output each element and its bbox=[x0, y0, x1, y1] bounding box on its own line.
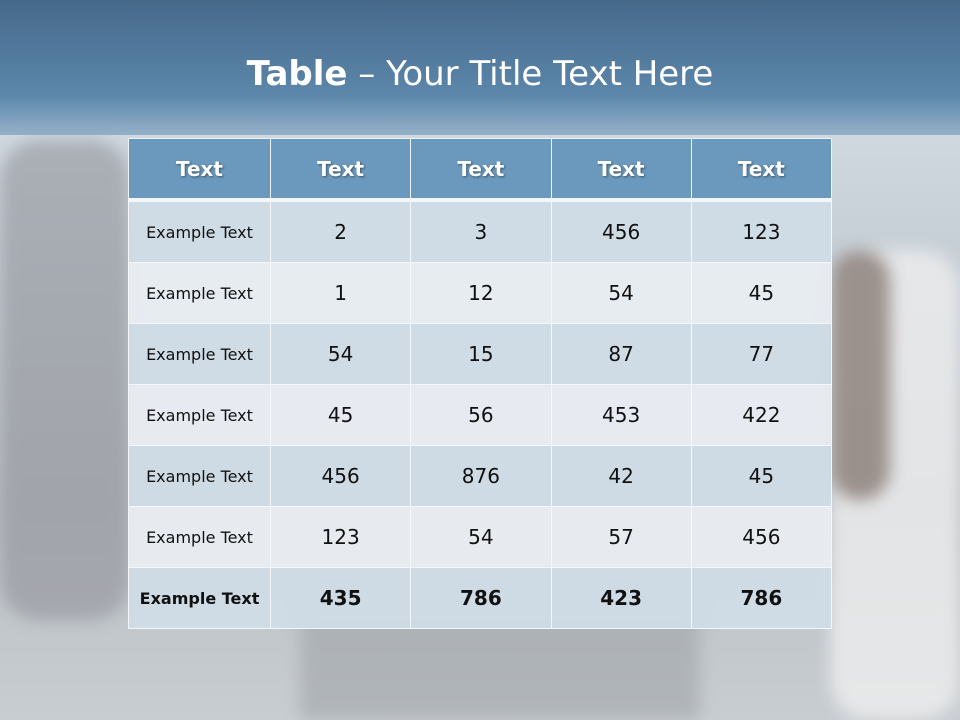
column-header: Text bbox=[690, 138, 833, 202]
row-label: Example Text bbox=[128, 199, 271, 263]
table-row: Example Text 54 15 87 77 bbox=[128, 323, 833, 385]
row-label: Example Text bbox=[128, 567, 271, 629]
title-band bbox=[0, 0, 960, 135]
background-photo-hair bbox=[830, 250, 890, 500]
row-label: Example Text bbox=[128, 384, 271, 446]
table-cell: 876 bbox=[410, 445, 552, 507]
row-label: Example Text bbox=[128, 262, 271, 324]
column-header: Text bbox=[269, 138, 412, 202]
table-row: Example Text 2 3 456 123 bbox=[128, 199, 833, 263]
data-table: Text Text Text Text Text Example Text 2 3 456 12… bbox=[128, 138, 833, 629]
table-cell: 12 bbox=[410, 262, 552, 324]
table-row: Example Text 1 12 54 45 bbox=[128, 262, 833, 324]
table-cell: 2 bbox=[269, 199, 412, 263]
table-cell: 15 bbox=[410, 323, 552, 385]
table-cell: 1 bbox=[269, 262, 412, 324]
table-cell: 45 bbox=[269, 384, 412, 446]
title-bold: Table bbox=[246, 54, 348, 94]
title-rest: – Your Title Text Here bbox=[347, 54, 714, 94]
table-cell: 453 bbox=[550, 384, 692, 446]
table-cell: 87 bbox=[550, 323, 692, 385]
table-cell: 42 bbox=[550, 445, 692, 507]
table-cell: 123 bbox=[690, 199, 833, 263]
background-photo-person-left bbox=[0, 140, 130, 620]
table-cell: 3 bbox=[410, 199, 552, 263]
table-cell: 435 bbox=[269, 567, 412, 629]
table-cell: 786 bbox=[690, 567, 833, 629]
table-cell: 57 bbox=[550, 506, 692, 568]
table-cell: 54 bbox=[410, 506, 552, 568]
header-row: Text Text Text Text Text bbox=[128, 138, 833, 202]
row-label: Example Text bbox=[128, 445, 271, 507]
table-cell: 456 bbox=[690, 506, 833, 568]
table-cell: 45 bbox=[690, 445, 833, 507]
table-cell: 786 bbox=[410, 567, 552, 629]
table-cell: 123 bbox=[269, 506, 412, 568]
table-row: Example Text 456 876 42 45 bbox=[128, 445, 833, 507]
total-row: Example Text 435 786 423 786 bbox=[128, 567, 833, 629]
table-row: Example Text 45 56 453 422 bbox=[128, 384, 833, 446]
column-header: Text bbox=[550, 138, 692, 202]
table-cell: 54 bbox=[550, 262, 692, 324]
table-row: Example Text 123 54 57 456 bbox=[128, 506, 833, 568]
table-cell: 54 bbox=[269, 323, 412, 385]
table-cell: 56 bbox=[410, 384, 552, 446]
table-cell: 77 bbox=[690, 323, 833, 385]
row-label: Example Text bbox=[128, 323, 271, 385]
column-header: Text bbox=[410, 138, 552, 202]
table-cell: 456 bbox=[550, 199, 692, 263]
row-label: Example Text bbox=[128, 506, 271, 568]
column-header: Text bbox=[128, 138, 271, 202]
table-cell: 456 bbox=[269, 445, 412, 507]
table-cell: 422 bbox=[690, 384, 833, 446]
table-cell: 423 bbox=[550, 567, 692, 629]
table-cell: 45 bbox=[690, 262, 833, 324]
slide-title: Table – Your Title Text Here bbox=[0, 54, 960, 94]
